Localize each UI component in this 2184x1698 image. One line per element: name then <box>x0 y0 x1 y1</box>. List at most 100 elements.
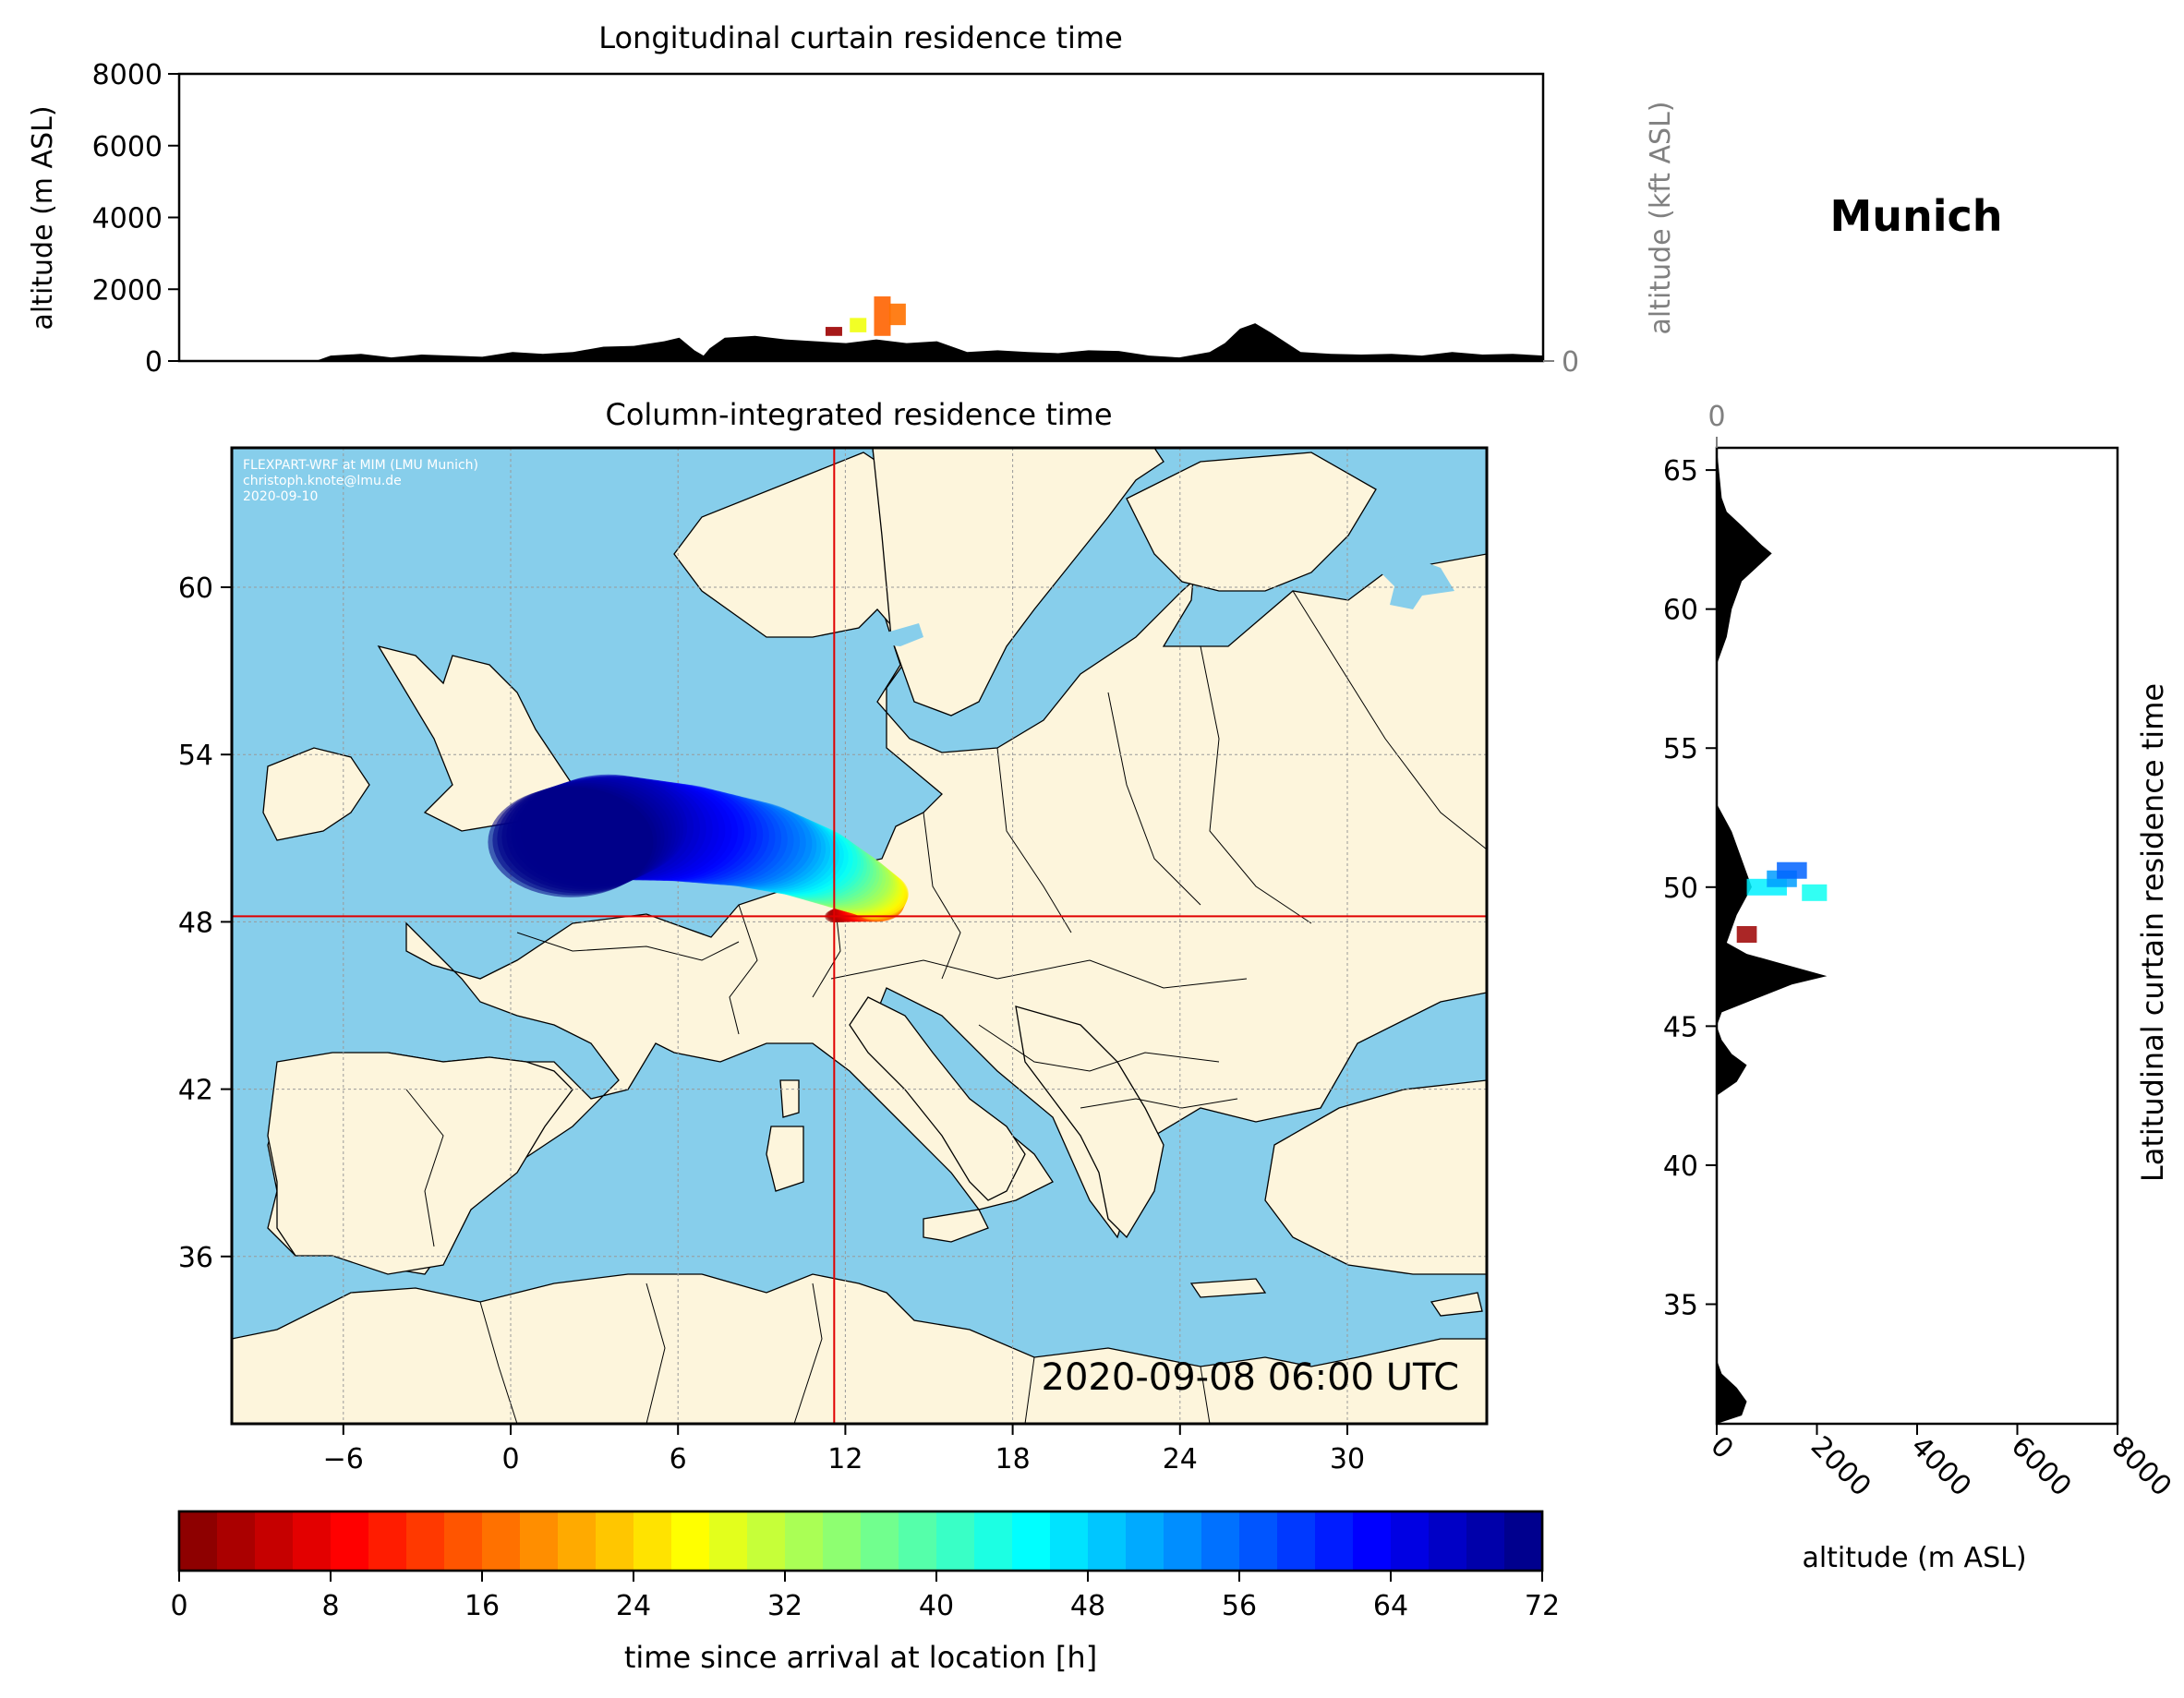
colorbar-band <box>217 1511 256 1571</box>
longitudinal-residence-cell <box>888 303 906 326</box>
longitudinal-ylabel-right: altitude (kft ASL) <box>1645 101 1677 334</box>
colorbar-band <box>974 1511 1013 1571</box>
station-title: Munich <box>1829 191 2002 241</box>
longitudinal-residence-cell <box>874 296 891 336</box>
longitudinal-y-tick-label: 4000 <box>92 203 163 235</box>
longitudinal-terrain <box>179 323 1543 361</box>
longitudinal-ylabel: altitude (m ASL) <box>27 105 59 330</box>
latitudinal-y-tick-label: 45 <box>1663 1011 1698 1043</box>
latitudinal-residence-cell <box>1777 861 1807 879</box>
colorbar-outline <box>177 1510 1544 1572</box>
map-panel: Column-integrated residence time <box>178 397 1489 1475</box>
latitudinal-top-tick-label: 0 <box>1707 401 1725 433</box>
landmass-corsica <box>779 1079 800 1118</box>
map-y-tick-label: 48 <box>178 907 213 939</box>
plume-cell <box>488 787 654 897</box>
colorbar-band <box>520 1511 559 1571</box>
map-y-tick-label: 36 <box>178 1242 213 1274</box>
longitudinal-y-ticks: 0 2000 4000 6000 8000 <box>92 59 179 379</box>
longitudinal-residence-cell <box>825 327 842 336</box>
latitudinal-residence <box>1736 861 1828 943</box>
longitudinal-residence <box>825 296 906 336</box>
latitudinal-xlabel: altitude (m ASL) <box>1802 1542 2026 1574</box>
colorbar-tick-label: 48 <box>1070 1590 1105 1622</box>
colorbar-band <box>1504 1511 1543 1571</box>
credit-line-3: 2020-09-10 <box>243 489 318 504</box>
latitudinal-title: Latitudinal curtain residence time <box>2135 683 2170 1182</box>
colorbar-tick-label: 64 <box>1373 1590 1408 1622</box>
credit-line-1: FLEXPART-WRF at MIM (LMU Munich) <box>243 458 478 473</box>
colorbar-band <box>899 1511 937 1571</box>
landmass-iberia <box>267 1052 573 1275</box>
map-y-tick-label: 60 <box>178 572 213 605</box>
colorbar-tick-label: 40 <box>919 1590 954 1622</box>
colorbar-ticks: 0 8 16 24 32 40 48 56 64 72 <box>170 1571 1560 1622</box>
colorbar-band <box>709 1511 748 1571</box>
latitudinal-y-tick-label: 40 <box>1663 1150 1698 1183</box>
colorbar-band <box>1353 1511 1392 1571</box>
colorbar-label: time since arrival at location [h] <box>624 1640 1097 1675</box>
latitudinal-x-tick-label: 8000 <box>2105 1430 2178 1503</box>
landmass-cyprus <box>1430 1292 1483 1317</box>
map-x-tick-label: 30 <box>1330 1443 1365 1475</box>
colorbar-band <box>1126 1511 1164 1571</box>
credit-line-2: christoph.knote@lmu.de <box>243 474 402 488</box>
longitudinal-y-tick-label: 8000 <box>92 59 163 91</box>
colorbar-band <box>785 1511 824 1571</box>
longitudinal-y2-tick-label: 0 <box>1562 346 1579 379</box>
landmass-sardinia <box>766 1126 804 1192</box>
latitudinal-x-tick-label: 6000 <box>2005 1430 2078 1503</box>
longitudinal-title: Longitudinal curtain residence time <box>598 20 1123 55</box>
longitudinal-residence-cell <box>850 318 867 332</box>
latitudinal-y-tick-label: 50 <box>1663 873 1698 905</box>
map-grid <box>232 448 1487 1424</box>
colorbar-band <box>482 1511 521 1571</box>
map-y-tick-label: 54 <box>178 740 213 772</box>
latitudinal-frame <box>1715 446 2119 1426</box>
colorbar-band <box>293 1511 332 1571</box>
colorbar-band <box>1012 1511 1051 1571</box>
colorbar-band <box>368 1511 407 1571</box>
colorbar-band <box>823 1511 862 1571</box>
map-x-ticks: −6 0 6 12 18 24 30 <box>323 1424 1365 1475</box>
colorbar-band <box>596 1511 634 1571</box>
landmass-ireland <box>262 747 370 841</box>
latitudinal-top-ticks: 050100 <box>1707 401 1726 448</box>
landmass-crete <box>1189 1278 1267 1298</box>
lake-vanern <box>882 623 923 646</box>
landmass-sweden <box>872 448 1164 717</box>
latitudinal-x-tick-label: 4000 <box>1904 1430 1977 1503</box>
longitudinal-y-tick-label: 2000 <box>92 274 163 307</box>
map-x-tick-label: 12 <box>827 1443 863 1475</box>
latitudinal-y-ticks: 35 40 45 50 55 60 65 <box>1663 455 1717 1322</box>
colorbar-tick-label: 16 <box>465 1590 500 1622</box>
landmass-sicily <box>923 1209 989 1243</box>
colorbar-bands <box>177 1510 1544 1572</box>
colorbar-band <box>747 1511 786 1571</box>
colorbar-band <box>1050 1511 1089 1571</box>
colorbar-tick-label: 72 <box>1525 1590 1560 1622</box>
plume <box>488 774 909 923</box>
lake-ladoga <box>1371 554 1454 609</box>
colorbar-band <box>861 1511 899 1571</box>
colorbar-tick-label: 24 <box>616 1590 651 1622</box>
colorbar-band <box>1088 1511 1127 1571</box>
map-x-tick-label: 0 <box>501 1443 519 1475</box>
landmass-finland <box>1126 452 1377 592</box>
latitudinal-y-tick-label: 60 <box>1663 595 1698 627</box>
map-y-tick-label: 42 <box>178 1075 213 1107</box>
longitudinal-y2-ticks: 050100 <box>1543 346 1579 379</box>
landmass-anatolia <box>1264 1079 1487 1275</box>
map-x-tick-label: −6 <box>323 1443 364 1475</box>
latitudinal-grid <box>1716 448 1718 1424</box>
colorbar-band <box>1391 1511 1430 1571</box>
country-borders <box>405 590 1487 1424</box>
colorbar-band <box>406 1511 445 1571</box>
colorbar-band <box>1315 1511 1354 1571</box>
colorbar-band <box>179 1511 218 1571</box>
latitudinal-y-tick-label: 55 <box>1663 733 1698 765</box>
colorbar-band <box>936 1511 975 1571</box>
latitudinal-residence-cell <box>1802 884 1828 901</box>
colorbar-band <box>671 1511 710 1571</box>
latitudinal-terrain <box>1717 448 1828 1424</box>
